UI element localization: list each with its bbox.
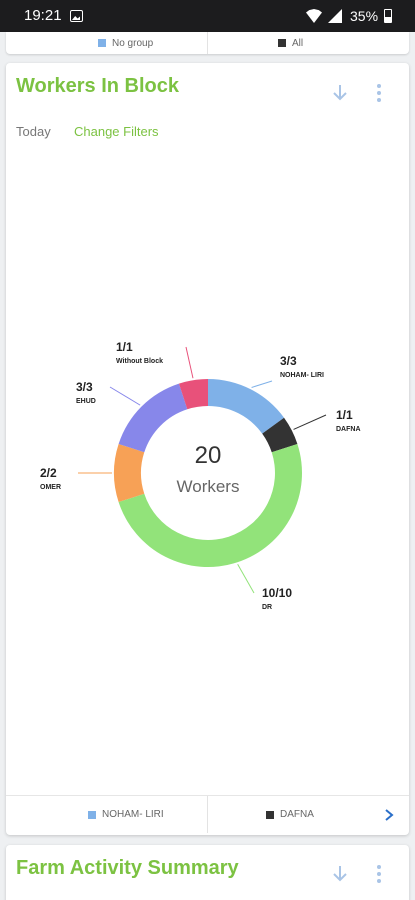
slice-value-label: 2/2 [40,466,57,480]
slice-name-label: NOHAM- LIRI [280,372,324,379]
legend-swatch [278,39,286,47]
filter-period: Today [16,124,51,139]
legend-item-noham-liri[interactable]: NOHAM- LIRI [88,796,164,833]
slice-value-label: 1/1 [336,408,353,422]
slice-value-label: 10/10 [262,586,292,600]
slice-name-label: OMER [40,484,61,491]
card-title: Workers In Block [16,75,180,97]
legend-item-dafna[interactable]: DAFNA [266,796,314,833]
previous-card-legend: No group All [6,32,409,54]
battery-percentage: 35% [350,8,379,24]
status-time: 19:21 [24,7,62,24]
donut-slice-omer[interactable] [113,443,145,503]
divider [207,32,208,54]
chevron-right-icon[interactable] [383,808,395,822]
legend-swatch [88,810,96,819]
legend-label: No group [112,37,154,49]
legend-label: DAFNA [280,809,314,820]
leader-line [293,414,327,430]
download-icon[interactable] [330,864,350,884]
donut-chart-svg: 3/3 NOHAM- LIRI 1/1 DAFNA 10/10 DR 2/2 OMER 3/3 E… [40,340,361,611]
donut-slice-noham-liri[interactable] [208,379,285,434]
legend-item-all[interactable]: All [278,32,303,54]
donut-slice-without-block[interactable] [178,379,208,410]
donut-chart: 3/3 NOHAM- LIRI 1/1 DAFNA 10/10 DR 2/2 OMER 3/3 E… [6,63,409,843]
center-total-value: 20 [195,442,222,469]
donut-slice-dafna[interactable] [262,417,298,453]
farm-activity-card: Farm Activity Summary [6,845,409,900]
leader-line [251,380,273,388]
legend-label: All [292,37,304,49]
legend-swatch [266,810,274,819]
divider [207,796,208,833]
slice-name-label: Without Block [116,358,163,365]
legend-label: NOHAM- LIRI [102,809,164,820]
leader-line [237,564,255,594]
more-options-icon[interactable] [374,83,384,103]
leader-line [109,386,141,406]
image-notification-icon [70,10,83,22]
leader-line [185,346,194,379]
donut-slice-dr[interactable] [118,443,303,567]
center-total-label: Workers [177,477,240,496]
slice-value-label: 3/3 [76,380,93,394]
status-bar: 19:21 35% [0,0,415,32]
chart-legend: NOHAM- LIRI DAFNA [6,795,409,833]
wifi-icon [306,9,322,23]
card-title: Farm Activity Summary [16,857,239,879]
signal-icon [328,9,342,23]
change-filters-link[interactable]: Change Filters [74,124,159,139]
slice-name-label: DAFNA [336,426,361,433]
battery-icon [384,9,392,23]
slice-value-label: 1/1 [116,340,133,354]
more-options-icon[interactable] [374,864,384,884]
slice-name-label: DR [262,604,272,611]
slice-name-label: EHUD [76,398,96,405]
donut-slice-ehud[interactable] [118,383,188,453]
legend-item-no-group[interactable]: No group [98,32,153,54]
download-icon[interactable] [330,83,350,103]
workers-in-block-card: Workers In Block Today Change Filters 3/… [6,63,409,835]
slice-value-label: 3/3 [280,354,297,368]
legend-swatch [98,39,106,47]
